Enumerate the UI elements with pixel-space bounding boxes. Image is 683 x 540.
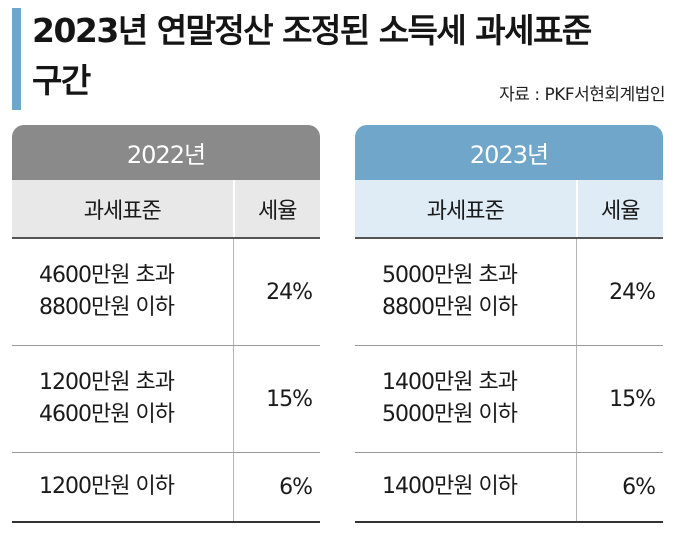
- bracket-lower: 1200만원 초과: [39, 370, 175, 396]
- table-row: 1200만원 초과 4600만원 이하 15%: [12, 346, 320, 453]
- tax-table-2023: 2023년 과세표준 세율 5000만원 초과 8800만원 이하 24% 14…: [355, 125, 663, 523]
- tax-rate: 6%: [279, 474, 313, 500]
- bracket-upper: 8800만원 이하: [39, 295, 175, 320]
- bracket-upper: 5000만원 이하: [382, 402, 518, 427]
- tax-bracket: 1400만원 이하: [355, 453, 577, 521]
- page-title: 2023년 연말정산 조정된 소득세 과세표준: [32, 11, 592, 50]
- page-title-continued: 구간: [32, 61, 91, 100]
- column-headers: 과세표준 세율: [355, 180, 663, 239]
- bracket-lower: 1400만원 초과: [382, 370, 518, 396]
- year-header: 2023년: [355, 125, 663, 180]
- tax-bracket: 1200만원 이하: [12, 453, 234, 521]
- tax-bracket: 5000만원 초과 8800만원 이하: [355, 239, 577, 345]
- bracket-lower: 1200만원 이하: [39, 474, 175, 500]
- table-row: 4600만원 초과 8800만원 이하 24%: [12, 239, 320, 346]
- table-row: 1200만원 이하 6%: [12, 453, 320, 523]
- column-header-tax-rate: 세율: [601, 198, 640, 224]
- column-headers: 과세표준 세율: [12, 180, 320, 239]
- bracket-lower: 1400만원 이하: [382, 474, 518, 500]
- table-row: 1400만원 초과 5000만원 이하 15%: [355, 346, 663, 453]
- tax-bracket: 1200만원 초과 4600만원 이하: [12, 346, 234, 452]
- tax-bracket: 4600만원 초과 8800만원 이하: [12, 239, 234, 345]
- bracket-upper: 4600만원 이하: [39, 402, 175, 427]
- column-header-tax-base: 과세표준: [355, 180, 578, 237]
- table-row: 1400만원 이하 6%: [355, 453, 663, 523]
- table-row: 5000만원 초과 8800만원 이하 24%: [355, 239, 663, 346]
- year-header: 2022년: [12, 125, 320, 180]
- bracket-lower: 5000만원 초과: [382, 263, 518, 289]
- tax-rate: 24%: [266, 279, 313, 305]
- tax-rate: 24%: [609, 279, 656, 305]
- bracket-lower: 4600만원 초과: [39, 263, 175, 289]
- tax-rate: 15%: [266, 386, 313, 412]
- column-header-tax-base: 과세표준: [12, 180, 235, 237]
- title-accent-bar: [12, 8, 21, 110]
- tax-bracket: 1400만원 초과 5000만원 이하: [355, 346, 577, 452]
- tax-rate: 15%: [609, 386, 656, 412]
- column-header-tax-rate: 세율: [258, 198, 297, 224]
- bracket-upper: 8800만원 이하: [382, 295, 518, 320]
- tax-table-2022: 2022년 과세표준 세율 4600만원 초과 8800만원 이하 24% 12…: [12, 125, 320, 523]
- source-note: 자료 : PKF서현회계법인: [499, 85, 665, 105]
- tax-rate: 6%: [622, 474, 656, 500]
